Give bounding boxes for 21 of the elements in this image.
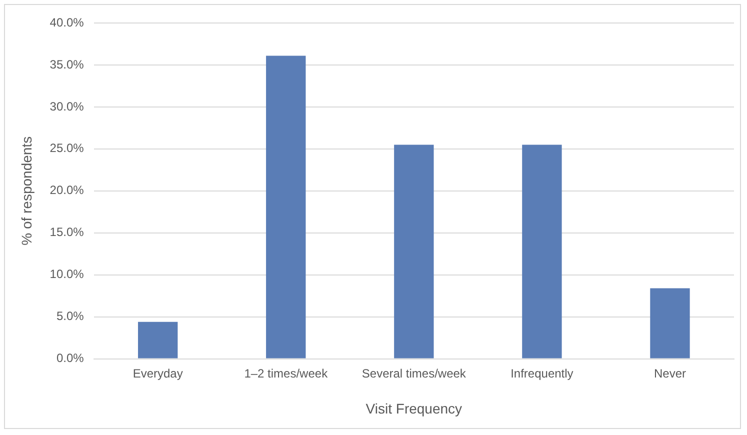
y-tick-label: 5.0% [56,309,84,324]
y-tick-label: 20.0% [50,183,84,198]
bar [522,144,562,358]
y-axis-title: % of respondents [18,136,34,246]
y-tick-label: 30.0% [50,99,84,114]
y-tick-label: 15.0% [50,225,84,240]
y-tick-label: 25.0% [50,141,84,156]
x-tick-label: Several times/week [362,366,467,380]
y-tick-label: 35.0% [50,57,84,72]
y-tick-label: 0.0% [56,351,84,366]
x-tick-label: 1–2 times/week [244,366,329,380]
y-tick-label: 40.0% [50,15,84,30]
bar [266,56,306,358]
y-tick-label: 10.0% [50,267,84,282]
x-tick-label: Never [654,366,686,380]
bar [394,144,434,358]
x-axis-title: Visit Frequency [366,400,462,416]
x-tick-label: Everyday [132,366,183,380]
x-tick-label: Infrequently [510,366,574,380]
bar [138,322,178,358]
bar [650,288,690,358]
